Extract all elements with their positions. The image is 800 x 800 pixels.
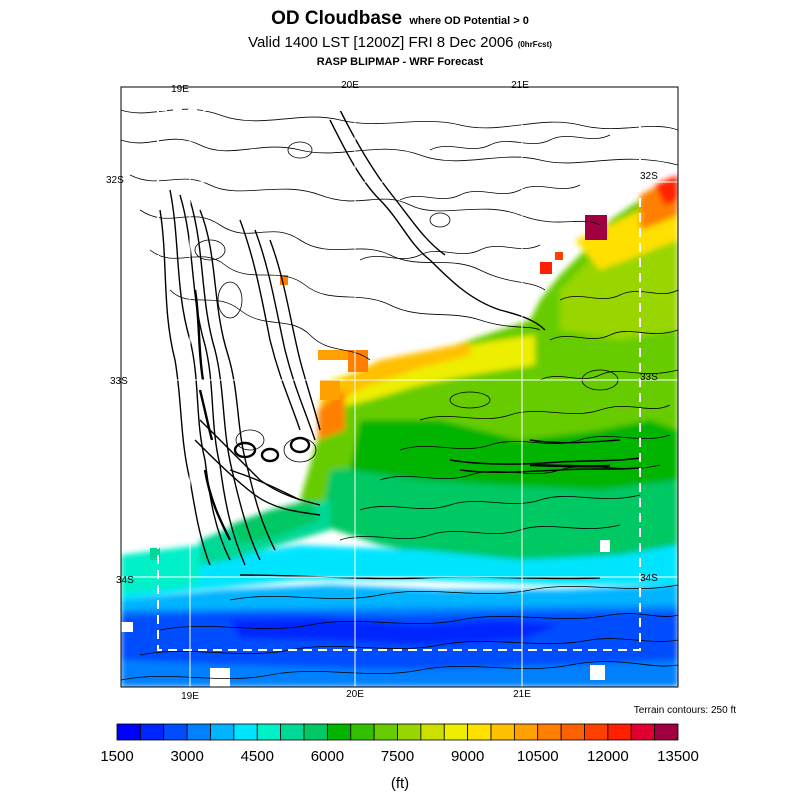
lon-label-21e-bottom: 21E <box>513 689 531 700</box>
colorbar-swatch <box>280 723 305 741</box>
colorbar-swatch <box>303 723 328 741</box>
graticule <box>121 87 678 687</box>
colorbar-swatch <box>186 723 211 741</box>
lon-label-20e-top: 20E <box>341 80 359 91</box>
model-name: RASP BLIPMAP - WRF Forecast <box>316 56 484 68</box>
colorbar-swatch <box>373 723 398 741</box>
terrain-contour-note: Terrain contours: 250 ft <box>633 705 736 716</box>
colorbar-swatch <box>420 723 445 741</box>
colorbar-tick-label: 4500 <box>240 748 274 765</box>
colorbar-tick-label: 12000 <box>587 748 629 765</box>
lon-label-19e-bottom: 19E <box>181 691 199 702</box>
colorbar-swatch <box>560 723 585 741</box>
title-qualifier: where OD Potential > 0 <box>409 15 529 27</box>
lat-label-33s-left: 33S <box>110 376 128 387</box>
colorbar-swatch <box>537 723 562 741</box>
chart-title: OD Cloudbase where OD Potential > 0 <box>0 8 800 30</box>
lon-label-20e-bottom: 20E <box>346 689 364 700</box>
colorbar-tick-label: 1500 <box>100 748 134 765</box>
colorbar-swatch <box>654 723 679 741</box>
valid-time-line: Valid 1400 LST [1200Z] FRI 8 Dec 2006 (0… <box>0 34 800 51</box>
colorbar-swatch <box>630 723 656 741</box>
colorbar-swatch <box>163 723 188 741</box>
lat-label-33s-right: 33S <box>640 372 658 383</box>
lon-label-19e-top: 19E <box>171 84 189 95</box>
cloudbase-fill <box>121 176 678 687</box>
colorbar-swatch <box>467 723 492 741</box>
valid-time: Valid 1400 LST [1200Z] FRI 8 Dec 2006 <box>248 34 514 51</box>
inner-grid-labels: 19E 20E 21E 32S 32S 33S 33S 34S 34S 19E … <box>106 80 658 702</box>
lat-label-32s-right: 32S <box>640 171 658 182</box>
colorbar-swatch <box>210 723 235 741</box>
colorbar <box>116 723 679 741</box>
colorbar-swatch <box>116 723 141 741</box>
colorbar-swatch <box>233 723 258 741</box>
colorbar-swatch <box>139 723 165 741</box>
colorbar-tick-label: 13500 <box>657 748 699 765</box>
colorbar-swatch <box>256 723 282 741</box>
map-frame <box>120 86 679 688</box>
colorbar-swatch <box>443 723 469 741</box>
domain-box <box>157 109 641 651</box>
colorbar-swatch <box>513 723 539 741</box>
lat-label-34s-left: 34S <box>116 575 134 586</box>
colorbar-swatch <box>326 723 352 741</box>
colorbar-tick-label: 9000 <box>450 748 485 765</box>
colorbar-swatch <box>350 723 375 741</box>
colorbar-units: (ft) <box>390 775 410 792</box>
colorbar-swatch <box>584 723 609 741</box>
lon-label-21e-top: 21E <box>511 80 529 91</box>
colorbar-tick-label: 10500 <box>516 748 559 765</box>
colorbar-swatch <box>490 723 515 741</box>
title-main: OD Cloudbase <box>271 8 403 29</box>
colorbar-tick-label: 3000 <box>170 748 204 765</box>
colorbar-tick-label: 6000 <box>310 748 345 765</box>
lat-label-32s-left: 32S <box>106 175 124 186</box>
colorbar-swatch <box>607 723 632 741</box>
colorbar-tick-label: 7500 <box>380 748 415 765</box>
colorbar-swatch <box>397 723 422 741</box>
lat-label-34s-right: 34S <box>640 573 658 584</box>
forecast-tag: (0hrFcst) <box>517 40 552 49</box>
